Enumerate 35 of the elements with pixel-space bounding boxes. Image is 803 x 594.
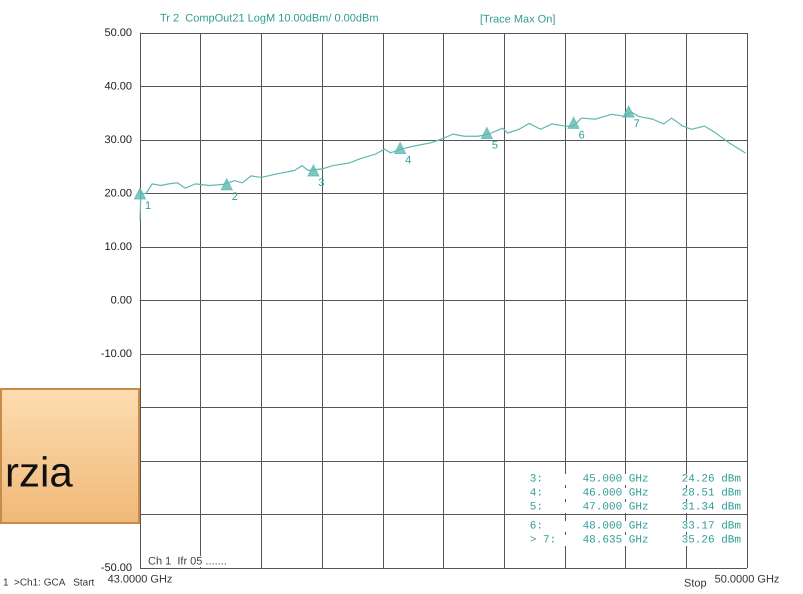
annotation: 1 [145, 200, 152, 212]
y-tick-label: 10.00 [104, 241, 132, 253]
text: Stop [684, 578, 707, 590]
annotation: > 7: 48.635 GHz 35.26 dBm [530, 534, 742, 546]
annotation: 6: 48.000 GHz 33.17 dBm [530, 520, 742, 532]
annotation: 4: 46.000 GHz 28.51 dBm [530, 488, 742, 500]
annotation: Ch 1 Ifr 05 ....... [148, 556, 227, 568]
x-tick-label: 50.0000 GHz [714, 574, 780, 586]
y-tick-label: 40.00 [104, 80, 132, 92]
y-tick-label: 30.00 [104, 134, 132, 146]
point [394, 142, 406, 154]
annotation: 3: 45.000 GHz 24.26 dBm [530, 474, 742, 486]
annotation: 2 [232, 190, 238, 203]
annotation: 6 [578, 129, 585, 142]
annotation: 7 [634, 118, 640, 130]
annotation: 4 [405, 154, 412, 167]
text: 1 [3, 578, 9, 588]
annotation: 5: 47.000 GHz 31.34 dBm [530, 502, 742, 514]
y-tick-label: 20.00 [104, 188, 132, 200]
x-tick-label: 43.0000 GHz [108, 574, 172, 586]
point [622, 106, 635, 118]
text: [Trace Max On] [480, 14, 556, 26]
y-tick-label: -10.00 [100, 348, 132, 360]
y-tick-label: 50.00 [104, 27, 132, 39]
text: >Ch1: GCA Start [14, 578, 95, 588]
y-tick-label: 0.00 [110, 294, 132, 306]
text: rzia [5, 448, 74, 496]
y-tick-label: -50.00 [100, 562, 132, 574]
chart-title: Tr 2 CompOut21 LogM 10.00dBm/ 0.00dBm [160, 12, 378, 24]
annotation: 5 [492, 140, 498, 152]
point [480, 127, 493, 140]
point [307, 164, 320, 176]
point [134, 188, 146, 200]
point [568, 116, 580, 129]
point [220, 178, 233, 190]
